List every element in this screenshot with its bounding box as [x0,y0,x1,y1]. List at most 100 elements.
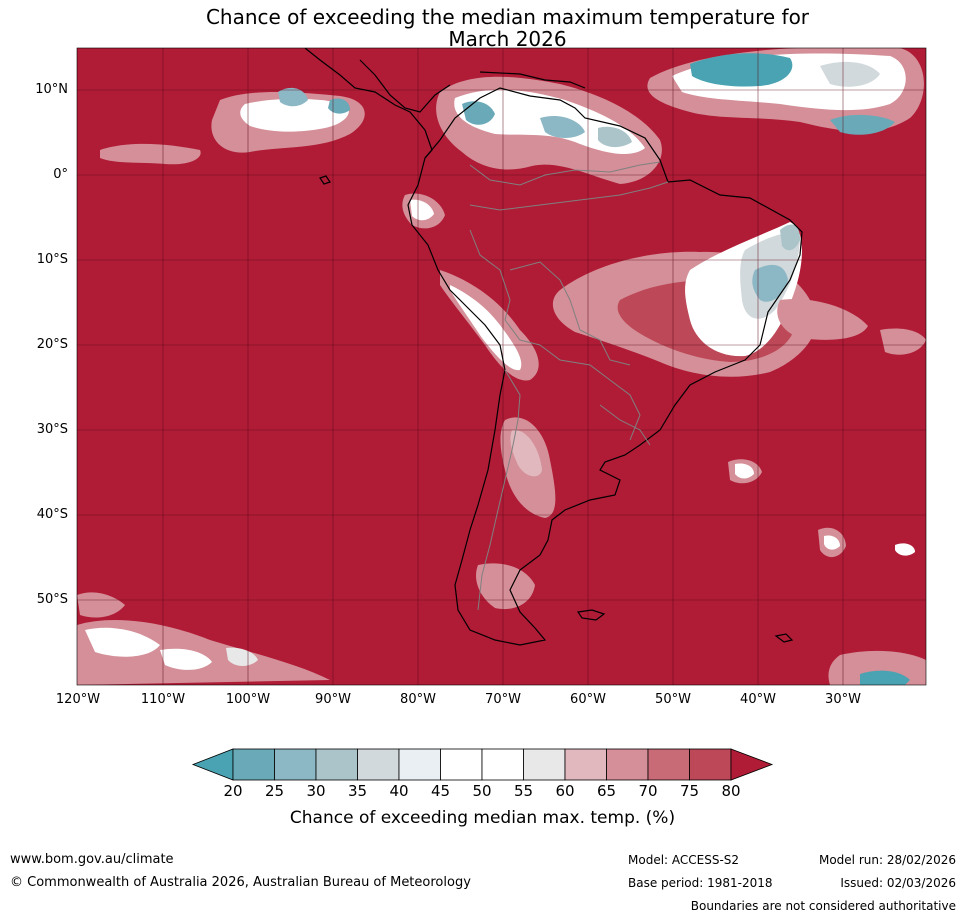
probability-region [598,126,632,148]
lon-label: 110°W [140,692,186,707]
map-title-line1: Chance of exceeding the median maximum t… [205,5,810,29]
boundary [469,229,541,346]
probability-region [820,61,880,87]
colorbar-segment [606,748,649,781]
colorbar-segment [357,748,400,781]
probability-region [830,114,895,135]
lat-label: 20°S [36,337,68,352]
colorbar-extend-high [730,748,774,781]
lat-label: 50°S [36,592,68,607]
lon-label: 100°W [225,692,271,707]
caribbean-coastline [479,71,586,89]
boundary [509,261,631,366]
map-title-line2: March 2026 [448,27,567,51]
probability-region [880,328,926,355]
boundary [469,181,669,211]
colorbar-segment [523,748,566,781]
probability-region [690,53,793,87]
map-frame [76,47,927,686]
lat-label: 10°N [35,82,68,97]
probability-region [328,98,350,114]
colorbar [191,748,774,781]
lat-label: 30°S [36,422,68,437]
boundary [477,369,521,611]
copyright-notice: © Commonwealth of Australia 2026, Austra… [10,875,471,890]
colorbar-tick-label: 75 [679,782,700,800]
colorbar-segment [315,748,358,781]
colorbar-tick-label: 45 [430,782,451,800]
boundary [599,404,651,446]
colorbar-segment [564,748,607,781]
probability-region [735,463,754,479]
lon-label: 50°W [655,692,691,707]
colorbar-title: Chance of exceeding median max. temp. (%… [289,808,676,828]
lon-label: 120°W [55,692,101,707]
probability-region [450,285,522,371]
colorbar-tick-label: 65 [596,782,617,800]
colorbar-segment [481,748,524,781]
boundary [469,161,661,186]
lon-label: 80°W [400,692,436,707]
colorbar-tick-label: 20 [223,782,243,800]
probability-region [160,648,212,670]
colorbar-segment [689,748,732,781]
boundaries-disclaimer: Boundaries are not considered authoritat… [690,899,956,913]
colorbar-segment [647,748,690,781]
lat-label: 40°S [36,507,68,522]
probability-region [77,592,125,618]
colorbar-tick-label: 80 [721,782,741,800]
probability-region [226,647,258,666]
probability-region [510,429,542,477]
model-run-date: Model run: 28/02/2026 [818,853,956,867]
central-america-coastline [304,48,433,159]
lat-label: 0° [53,167,68,182]
probability-region [462,101,495,125]
island-coastline [774,633,794,643]
colorbar-tick-label: 60 [555,782,575,800]
base-period: Base period: 1981-2018 [628,876,773,890]
probability-region [895,543,915,556]
lon-label: 30°W [825,692,861,707]
colorbar-tick-label: 40 [389,782,409,800]
colorbar-segment [398,748,441,781]
issued-date: Issued: 02/03/2026 [840,876,956,890]
country-boundaries [469,161,669,611]
probability-region [410,199,434,221]
probability-region [278,87,308,107]
colorbar-segment [274,748,317,781]
colorbar-tick-label: 55 [513,782,534,800]
lon-label: 40°W [740,692,776,707]
probability-region [540,115,585,138]
south-america-coastline [407,87,803,646]
colorbar-segment [440,748,483,781]
probability-region [85,627,160,657]
colorbar-segment [232,748,275,781]
colorbar-tick-label: 30 [306,782,326,800]
probability-region [100,143,201,165]
probability-field [77,48,926,685]
lat-label: 10°S [36,252,68,267]
probability-region [475,563,535,610]
lon-label: 70°W [485,692,521,707]
probability-region [752,264,788,302]
colorbar-extend-low [191,748,234,781]
island-coastline [319,175,331,185]
probability-region [824,535,840,550]
probability-region [240,98,349,132]
colorbar-tick-label: 25 [264,782,285,800]
graticule [77,48,926,685]
colorbar-tick-label: 50 [472,782,492,800]
lon-label: 90°W [315,692,351,707]
colorbar-tick-label: 70 [638,782,658,800]
boundary [539,344,641,441]
probability-region [780,224,800,251]
model-name: Model: ACCESS-S2 [628,853,740,867]
lon-label: 60°W [570,692,606,707]
website-link[interactable]: www.bom.gov.au/climate [10,852,174,867]
island-coastline [576,609,606,621]
probability-region [860,670,910,685]
probability-region [777,299,868,340]
coastline [304,48,803,646]
colorbar-tick-label: 35 [347,782,368,800]
